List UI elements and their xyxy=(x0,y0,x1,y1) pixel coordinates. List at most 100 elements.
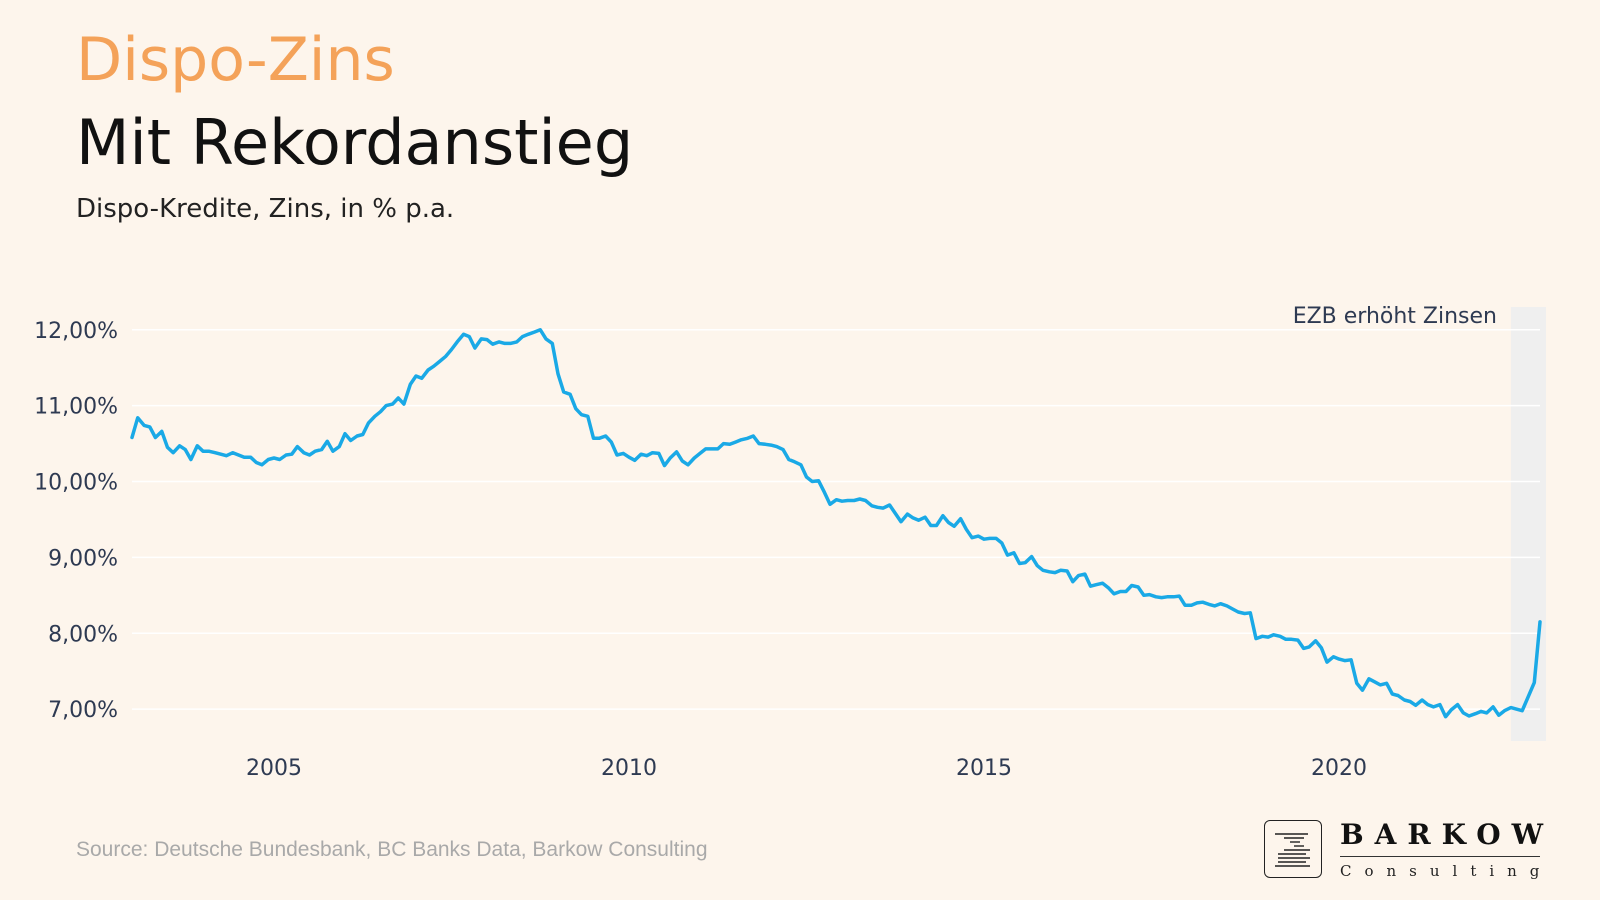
data-point xyxy=(575,408,577,410)
data-point xyxy=(344,433,346,435)
data-point xyxy=(1368,678,1370,680)
data-point xyxy=(362,434,364,436)
data-point xyxy=(652,452,654,454)
data-point xyxy=(214,452,216,454)
data-point xyxy=(445,356,447,358)
data-point xyxy=(1404,699,1406,701)
data-point xyxy=(439,361,441,363)
data-point xyxy=(220,453,222,455)
data-point xyxy=(788,459,790,461)
data-point xyxy=(889,504,891,506)
data-point xyxy=(912,517,914,519)
data-point xyxy=(841,500,843,502)
data-point xyxy=(1315,640,1317,642)
data-point xyxy=(1468,715,1470,717)
data-point xyxy=(415,375,417,377)
data-point xyxy=(753,435,755,437)
chart-title: Mit Rekordanstieg xyxy=(76,106,634,179)
data-point xyxy=(1019,563,1021,565)
data-point xyxy=(853,500,855,502)
data-point xyxy=(1321,647,1323,649)
chart-subtitle: Dispo-Kredite, Zins, in % p.a. xyxy=(76,194,455,224)
data-point xyxy=(598,438,600,440)
annotation-label: EZB erhöht Zinsen xyxy=(1293,304,1497,329)
data-point xyxy=(687,464,689,466)
data-point xyxy=(1409,701,1411,703)
data-point xyxy=(516,341,518,343)
data-point xyxy=(1445,716,1447,718)
data-point xyxy=(1486,712,1488,714)
data-point xyxy=(279,459,281,461)
x-tick-label: 2020 xyxy=(1311,756,1367,781)
data-point xyxy=(729,444,731,446)
data-point xyxy=(587,416,589,418)
logo-divider xyxy=(1340,856,1540,857)
data-point xyxy=(1196,602,1198,604)
data-point xyxy=(433,365,435,367)
data-point xyxy=(131,437,133,439)
y-tick-label: 7,00% xyxy=(48,698,118,723)
data-point xyxy=(699,453,701,455)
data-point xyxy=(936,525,938,527)
data-point xyxy=(900,521,902,523)
data-point xyxy=(658,453,660,455)
data-point xyxy=(1534,682,1536,684)
data-point xyxy=(143,425,145,427)
data-point xyxy=(593,438,595,440)
logo-subtitle: Consulting xyxy=(1340,862,1553,880)
data-point xyxy=(1450,709,1452,711)
y-tick-label: 11,00% xyxy=(34,395,118,420)
data-point xyxy=(782,449,784,451)
data-point xyxy=(202,450,204,452)
data-point xyxy=(723,443,725,445)
data-point xyxy=(510,343,512,345)
data-point xyxy=(398,397,400,399)
data-point xyxy=(971,537,973,539)
data-point xyxy=(179,445,181,447)
data-point xyxy=(1344,660,1346,662)
data-point xyxy=(800,464,802,466)
data-point xyxy=(907,513,909,515)
data-point xyxy=(1273,634,1275,636)
data-point xyxy=(339,446,341,448)
x-tick-label: 2010 xyxy=(601,756,657,781)
data-point xyxy=(717,448,719,450)
data-point xyxy=(978,535,980,537)
data-point xyxy=(1498,714,1500,716)
data-point xyxy=(356,435,358,437)
data-point xyxy=(1072,581,1074,583)
data-point xyxy=(1439,704,1441,706)
data-point xyxy=(1031,556,1033,558)
data-point xyxy=(1037,565,1039,567)
data-point xyxy=(463,334,465,336)
data-point xyxy=(605,435,607,437)
data-point xyxy=(1480,711,1482,713)
data-point xyxy=(1421,699,1423,701)
data-point xyxy=(865,500,867,502)
data-point xyxy=(1166,596,1168,598)
data-point xyxy=(877,507,879,509)
data-point xyxy=(960,518,962,520)
data-point xyxy=(669,457,671,459)
data-point xyxy=(569,394,571,396)
data-point xyxy=(557,373,559,375)
data-point xyxy=(1244,613,1246,615)
data-point xyxy=(1255,638,1257,640)
data-point xyxy=(1333,656,1335,658)
data-point xyxy=(1120,591,1122,593)
data-point xyxy=(1226,605,1228,607)
data-point xyxy=(871,505,873,507)
data-point xyxy=(711,448,713,450)
barkow-logo: BARKOW Consulting xyxy=(1264,818,1564,882)
data-point xyxy=(1049,571,1051,573)
data-point xyxy=(540,329,542,331)
data-point xyxy=(149,426,151,428)
data-point xyxy=(1095,584,1097,586)
data-point xyxy=(1250,612,1252,614)
data-point xyxy=(882,507,884,509)
dispo-zins-line xyxy=(130,328,1542,719)
data-point xyxy=(368,422,370,424)
data-point xyxy=(534,331,536,333)
data-point xyxy=(161,431,163,433)
